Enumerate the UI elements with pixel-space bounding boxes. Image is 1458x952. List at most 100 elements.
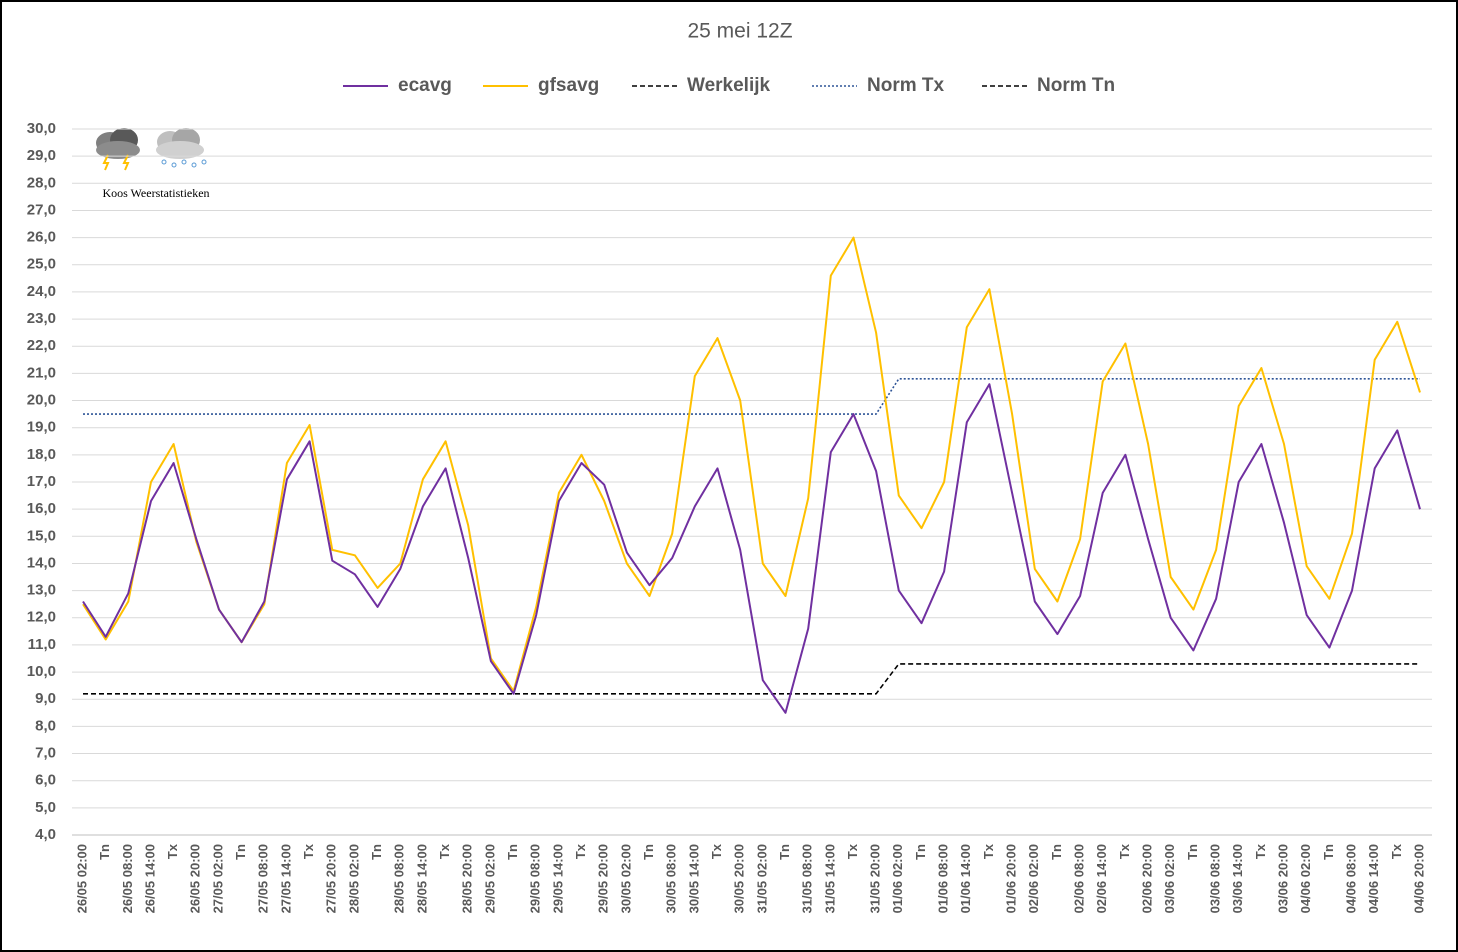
y-tick-label: 30,0	[27, 120, 56, 137]
x-tick-label: Tx	[845, 843, 860, 859]
x-tick-label: 31/05 20:00	[868, 844, 883, 913]
y-tick-label: 13,0	[27, 582, 56, 599]
y-tick-label: 21,0	[27, 364, 56, 381]
x-tick-label: 03/06 14:00	[1230, 844, 1245, 913]
y-tick-label: 28,0	[27, 174, 56, 191]
series-line	[82, 236, 1421, 693]
y-tick-label: 11,0	[28, 636, 56, 653]
x-tick-label: 03/06 02:00	[1162, 844, 1177, 913]
y-tick-label: 15,0	[27, 527, 56, 544]
x-tick-label: 26/05 14:00	[142, 844, 157, 913]
x-tick-label: 28/05 08:00	[392, 844, 407, 913]
x-tick-label: Tn	[777, 844, 792, 860]
x-tick-label: 30/05 02:00	[618, 844, 633, 913]
x-tick-label: 02/06 20:00	[1140, 844, 1155, 913]
y-tick-label: 22,0	[27, 337, 56, 354]
x-tick-label: 04/06 08:00	[1343, 844, 1358, 913]
legend-label: gfsavg	[538, 75, 599, 96]
series-line	[82, 383, 1421, 714]
x-tick-label: 29/05 14:00	[550, 844, 565, 913]
x-tick-label: 28/05 14:00	[414, 844, 429, 913]
x-tick-label: 31/05 08:00	[800, 844, 815, 913]
y-tick-label: 19,0	[27, 419, 56, 436]
x-tick-label: Tx	[709, 843, 724, 859]
legend-label: Werkelijk	[687, 75, 771, 96]
x-tick-label: Tn	[1185, 844, 1200, 860]
y-tick-label: 12,0	[27, 609, 56, 626]
x-tick-label: Tn	[1321, 844, 1336, 860]
y-tick-label: 17,0	[27, 473, 56, 490]
logo	[96, 128, 207, 171]
x-tick-label: 03/06 20:00	[1275, 844, 1290, 913]
x-tick-label: Tn	[505, 844, 520, 860]
series-line	[83, 378, 1420, 415]
y-tick-label: 5,0	[35, 799, 56, 816]
x-tick-label: 04/06 20:00	[1411, 844, 1426, 913]
x-tick-label: 04/06 14:00	[1366, 844, 1381, 913]
y-tick-label: 7,0	[35, 745, 56, 762]
legend-label: ecavg	[398, 75, 452, 96]
x-tick-label: 01/06 20:00	[1004, 844, 1019, 913]
y-tick-label: 8,0	[35, 717, 56, 734]
x-tick-label: 28/05 20:00	[460, 844, 475, 913]
x-tick-label: 29/05 02:00	[482, 844, 497, 913]
x-tick-label: Tn	[1049, 844, 1064, 860]
x-tick-label: 27/05 20:00	[324, 844, 339, 913]
x-tick-label: Tn	[97, 844, 112, 860]
x-tick-label: Tn	[913, 844, 928, 860]
legend-label: Norm Tn	[1037, 75, 1115, 96]
y-tick-label: 4,0	[35, 826, 56, 843]
y-tick-label: 24,0	[27, 283, 56, 300]
x-tick-label: 31/05 02:00	[754, 844, 769, 913]
y-tick-label: 26,0	[27, 229, 56, 246]
x-tick-label: 29/05 08:00	[528, 844, 543, 913]
x-tick-label: 26/05 20:00	[188, 844, 203, 913]
x-tick-label: Tx	[437, 843, 452, 859]
x-tick-label: Tx	[1389, 843, 1404, 859]
x-tick-label: Tx	[301, 843, 316, 859]
x-tick-label: 27/05 02:00	[210, 844, 225, 913]
x-tick-label: 04/06 02:00	[1298, 844, 1313, 913]
x-tick-label: 29/05 20:00	[596, 844, 611, 913]
x-tick-label: 27/05 14:00	[278, 844, 293, 913]
x-tick-label: Tn	[369, 844, 384, 860]
x-tick-label: 27/05 08:00	[256, 844, 271, 913]
x-tick-label: 01/06 02:00	[890, 844, 905, 913]
x-tick-label: 01/06 14:00	[958, 844, 973, 913]
x-tick-label: Tn	[641, 844, 656, 860]
y-tick-label: 14,0	[27, 554, 56, 571]
y-tick-label: 23,0	[27, 310, 56, 327]
x-tick-label: Tx	[573, 843, 588, 859]
x-tick-label: Tx	[165, 843, 180, 859]
x-tick-label: 02/06 02:00	[1026, 844, 1041, 913]
x-tick-label: 02/06 08:00	[1072, 844, 1087, 913]
x-tick-label: Tx	[981, 843, 996, 859]
x-tick-label: 26/05 02:00	[74, 844, 89, 913]
y-tick-label: 27,0	[27, 201, 56, 218]
series-line	[83, 663, 1420, 695]
chart-title: 25 mei 12Z	[687, 20, 792, 43]
y-tick-label: 16,0	[27, 500, 56, 517]
x-tick-label: 30/05 08:00	[664, 844, 679, 913]
x-tick-label: Tx	[1253, 843, 1268, 859]
x-tick-label: Tx	[1117, 843, 1132, 859]
y-tick-label: 10,0	[27, 663, 56, 680]
legend-label: Norm Tx	[867, 75, 945, 96]
y-tick-label: 25,0	[27, 256, 56, 273]
y-tick-label: 20,0	[27, 392, 56, 409]
watermark: Koos Weerstatistieken	[102, 186, 209, 200]
x-tick-label: 30/05 20:00	[732, 844, 747, 913]
x-tick-label: 26/05 08:00	[120, 844, 135, 913]
x-tick-label: 02/06 14:00	[1094, 844, 1109, 913]
y-tick-label: 18,0	[27, 446, 56, 463]
y-tick-label: 6,0	[35, 772, 56, 789]
x-tick-label: 03/06 08:00	[1207, 844, 1222, 913]
x-tick-label: 28/05 02:00	[346, 844, 361, 913]
x-tick-label: 30/05 14:00	[686, 844, 701, 913]
x-tick-label: 31/05 14:00	[822, 844, 837, 913]
x-tick-label: Tn	[233, 844, 248, 860]
y-tick-label: 29,0	[27, 147, 56, 164]
y-tick-label: 9,0	[35, 690, 56, 707]
